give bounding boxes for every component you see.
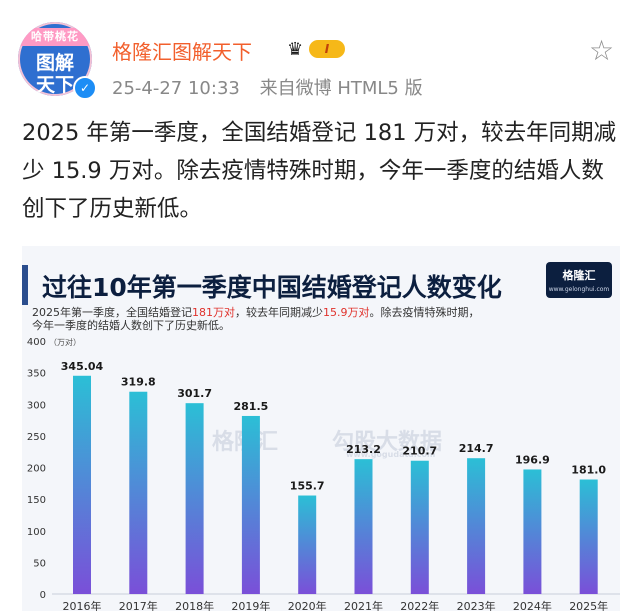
post-timestamp: 25-4-27 10:33 (112, 78, 240, 99)
y-tick-label: 50 (33, 558, 46, 569)
bar (241, 415, 260, 594)
y-axis-label: （万对） (49, 337, 81, 347)
post-text: 2025 年第一季度，全国结婚登记 181 万对，较去年同期减少 15.9 万对… (22, 120, 617, 222)
verified-badge-icon: ✓ (73, 76, 97, 100)
bar (579, 479, 598, 594)
bar (185, 403, 204, 594)
bar-value-label: 214.7 (459, 442, 494, 455)
desc-line2: 今年一季度的结婚人数创下了历史新低。 (32, 319, 230, 332)
y-tick-label: 350 (27, 369, 46, 380)
star-outline-icon[interactable]: ☆ (589, 34, 615, 67)
x-tick-label: 2021年 (344, 599, 383, 611)
avatar-text-line2: 天下 (35, 74, 74, 96)
y-tick-label: 300 (27, 400, 46, 411)
x-tick-label: 2022年 (400, 599, 439, 611)
account-name[interactable]: 格隆汇图解天下 (112, 40, 252, 64)
bar (129, 391, 148, 594)
bar-value-label: 210.7 (402, 445, 437, 458)
title-accent-bar (22, 265, 28, 305)
y-tick-label: 200 (27, 464, 46, 475)
brand-logo-url: www.gelonghui.com (548, 286, 610, 293)
desc-part3: 。除去疫情特殊时期， (369, 306, 480, 319)
y-tick-label: 400 (27, 337, 46, 348)
desc-highlight-1: 181万对 (192, 306, 235, 319)
bar-value-label: 181.0 (571, 464, 606, 477)
x-tick-label: 2019年 (231, 599, 270, 611)
y-tick-label: 100 (27, 527, 46, 538)
bar (354, 459, 373, 594)
y-tick-label: 250 (27, 432, 46, 443)
avatar-ribbon: 哈带桃花 (18, 28, 92, 46)
bar (523, 469, 542, 594)
desc-highlight-2: 15.9万对 (323, 306, 370, 319)
vip-level: I (309, 40, 345, 58)
desc-part1: 2025年第一季度，全国结婚登记 (32, 306, 192, 319)
chart-title: 过往10年第一季度中国结婚登记人数变化 (42, 273, 502, 302)
x-tick-label: 2018年 (175, 599, 214, 611)
brand-logo-text: 格隆汇 (562, 269, 596, 282)
y-tick-label: 150 (27, 495, 46, 506)
bar (410, 460, 429, 594)
bar-value-label: 213.2 (346, 443, 381, 456)
bar-chart: 0 50 100 150 200 250 300 350 400 （万对） 345.04 2016年 3… (27, 337, 620, 611)
x-tick-label: 2023年 (457, 599, 496, 611)
avatar-text-line1: 图解 (35, 52, 74, 74)
chart-card[interactable]: 过往10年第一季度中国结婚登记人数变化 格隆汇 www.gelonghui.co… (22, 246, 620, 611)
post-source: 来自微博 HTML5 版 (259, 78, 423, 99)
x-tick-label: 2024年 (513, 599, 552, 611)
bar-value-label: 301.7 (177, 387, 212, 400)
bar (73, 375, 91, 594)
watermark-url: www.gogudata.com (346, 450, 436, 459)
crown-icon: ♛ (287, 39, 304, 60)
x-tick-label: 2017年 (119, 599, 158, 611)
brand-logo: 格隆汇 www.gelonghui.com (546, 262, 612, 298)
bar-value-label: 319.8 (121, 376, 156, 389)
post-meta: 25-4-27 10:33 来自微博 HTML5 版 (112, 74, 423, 100)
bar (298, 495, 317, 594)
desc-part2: ，较去年同期减少 (235, 306, 323, 319)
vip-badge[interactable]: ♛ I (287, 36, 349, 62)
avatar[interactable]: 哈带桃花 图解 天下 (18, 22, 92, 96)
watermark-right: 勾股大数据 (332, 430, 443, 455)
x-tick-label: 2020年 (288, 599, 327, 611)
bar-value-label: 196.9 (515, 453, 550, 466)
bar-value-label: 155.7 (290, 480, 325, 493)
x-tick-label: 2016年 (63, 599, 102, 611)
chart-description: 2025年第一季度，全国结婚登记181万对，较去年同期减少15.9万对。除去疫情… (32, 306, 532, 332)
y-tick-label: 0 (40, 590, 46, 601)
bar-value-label: 345.04 (61, 360, 104, 373)
bar (467, 458, 486, 594)
x-tick-label: 2025年 (569, 599, 608, 611)
bar-value-label: 281.5 (234, 400, 269, 413)
